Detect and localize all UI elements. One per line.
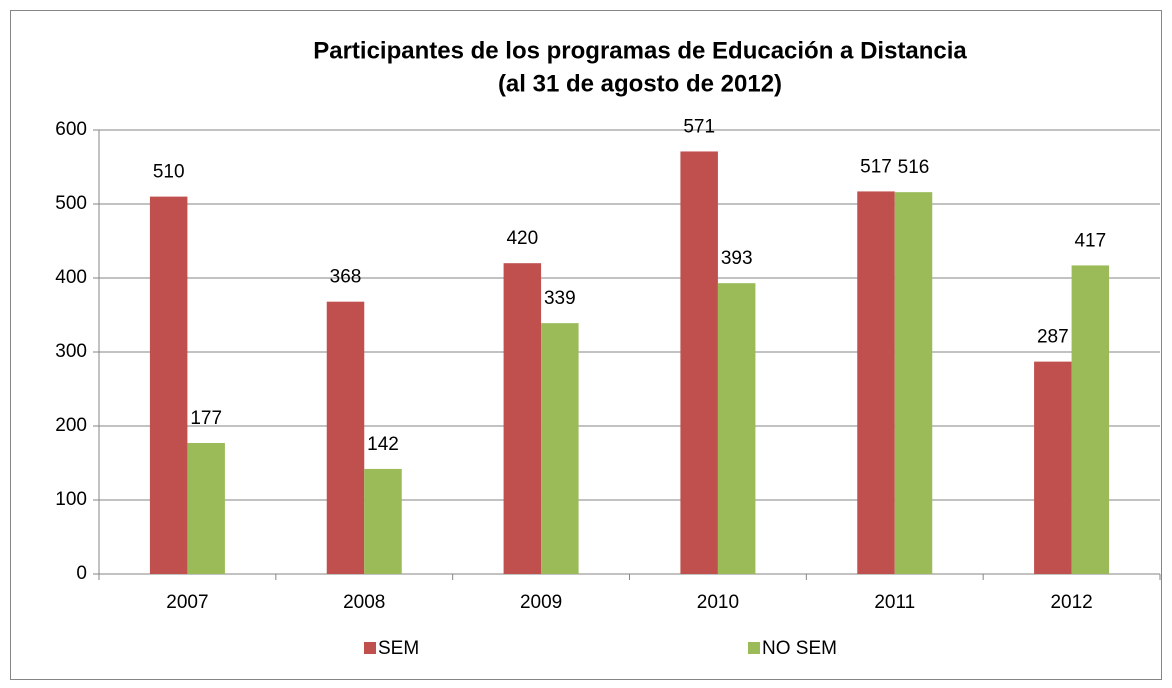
x-tick-label: 2009 [520, 592, 562, 613]
x-tick-label: 2011 [874, 592, 915, 613]
bar [541, 323, 579, 574]
x-tick-label: 2008 [343, 592, 385, 613]
bar [187, 443, 225, 574]
y-tick-label: 400 [55, 267, 87, 288]
bar [857, 191, 895, 575]
legend-swatch [364, 642, 376, 654]
bar [364, 468, 402, 574]
legend-label: NO SEM [762, 638, 837, 659]
legend-label: SEM [378, 638, 419, 659]
bar [1071, 265, 1110, 574]
data-label: 420 [506, 228, 538, 249]
data-label: 287 [1037, 327, 1069, 348]
x-tick-label: 2010 [697, 592, 739, 613]
bar [149, 196, 188, 574]
x-tick-label: 2007 [166, 592, 208, 613]
bar [680, 151, 718, 574]
data-label: 417 [1074, 230, 1106, 251]
bar [326, 301, 365, 574]
y-tick-label: 100 [55, 489, 87, 510]
data-label: 517 [860, 156, 892, 177]
data-label: 368 [330, 267, 362, 288]
y-tick-label: 300 [55, 341, 87, 362]
bar [1034, 361, 1072, 574]
legend-swatch [748, 642, 760, 654]
bar [503, 263, 542, 574]
data-label: 571 [683, 116, 715, 137]
data-label: 142 [367, 434, 399, 455]
data-label: 510 [153, 162, 185, 183]
bar [717, 283, 756, 574]
x-tick-label: 2012 [1050, 592, 1092, 613]
y-tick-label: 500 [55, 193, 87, 214]
chart-title: (al 31 de agosto de 2012) [498, 70, 782, 97]
data-label: 516 [898, 157, 930, 178]
y-tick-label: 200 [55, 415, 87, 436]
data-label: 339 [544, 288, 576, 309]
y-tick-label: 0 [76, 563, 87, 584]
data-label: 393 [721, 248, 753, 269]
bar [894, 192, 933, 574]
chart-title: Participantes de los programas de Educac… [313, 37, 967, 64]
data-label: 177 [190, 408, 222, 429]
y-tick-label: 600 [55, 119, 87, 140]
